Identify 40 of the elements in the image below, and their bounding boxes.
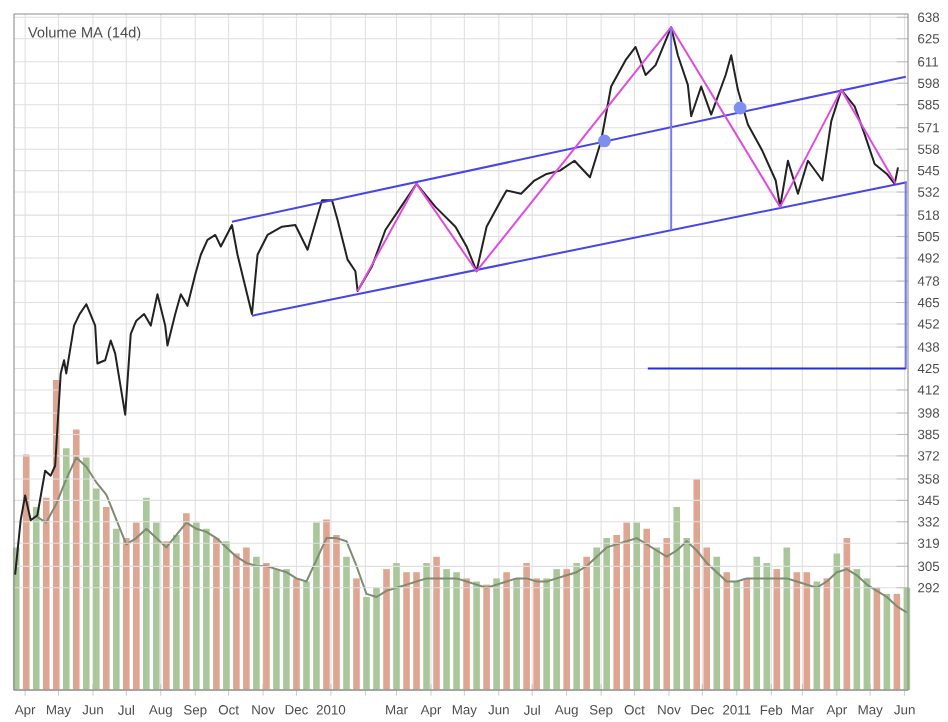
bar: [583, 556, 590, 690]
bar: [113, 528, 120, 690]
bar: [743, 578, 751, 690]
bar: [72, 429, 80, 690]
bar: [463, 578, 470, 690]
bar: [493, 578, 500, 690]
bar: [223, 541, 230, 690]
bar: [353, 578, 360, 690]
bar: [713, 556, 721, 690]
bar: [183, 513, 190, 690]
bar: [503, 572, 510, 690]
line-series: [356, 26, 897, 292]
bar: [513, 578, 520, 690]
bar: [563, 569, 570, 690]
bar: [483, 584, 490, 690]
bar: [573, 562, 580, 690]
bar: [32, 507, 40, 690]
bar: [62, 448, 70, 690]
line-series: [14, 26, 899, 576]
bar: [423, 562, 430, 690]
bar: [22, 454, 30, 690]
bar: [653, 547, 661, 690]
bar: [383, 569, 390, 690]
bar: [663, 538, 671, 690]
bar: [773, 569, 781, 690]
bar: [163, 541, 170, 690]
bar: [723, 572, 731, 690]
bar: [102, 507, 110, 690]
bar: [343, 556, 350, 690]
bar: [633, 522, 640, 690]
bar: [263, 562, 270, 690]
bar: [253, 556, 260, 690]
bar: [473, 581, 480, 690]
bar: [213, 538, 220, 690]
bar: [733, 581, 741, 690]
bar: [433, 556, 440, 690]
bar: [643, 528, 650, 690]
bar: [173, 535, 180, 690]
bar: [293, 578, 300, 690]
bar: [393, 562, 400, 690]
